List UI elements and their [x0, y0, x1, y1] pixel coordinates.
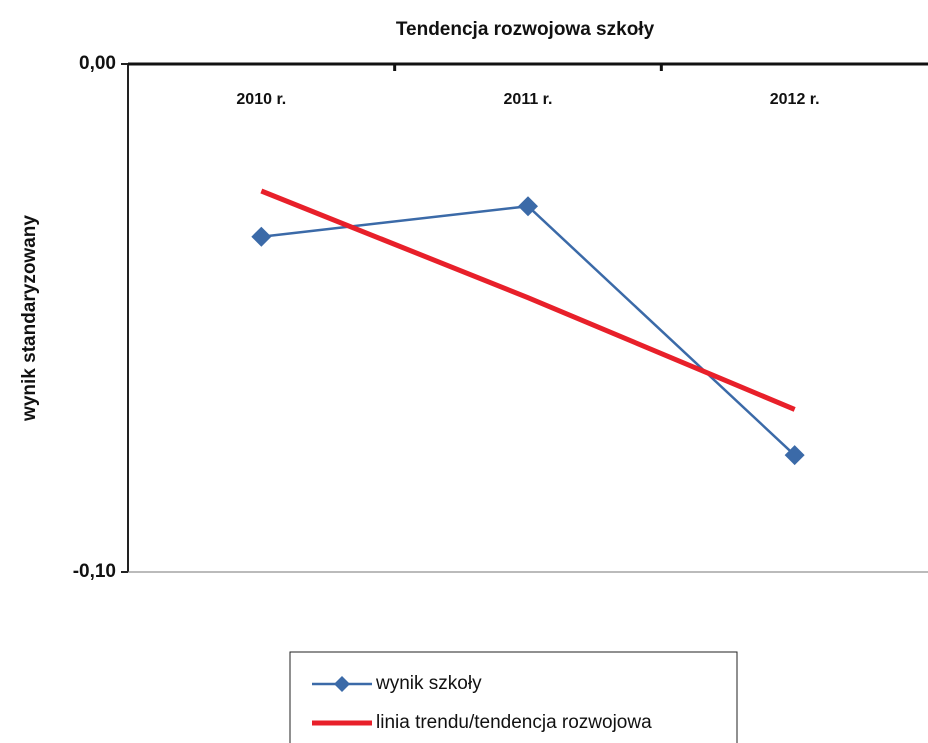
data-marker: [251, 227, 271, 247]
series-line: [261, 191, 794, 409]
y-axis-label: wynik standaryzowany: [19, 215, 40, 422]
y-tick-label: -0,10: [73, 561, 116, 582]
chart: Tendencja rozwojowa szkoły wynik standar…: [0, 0, 928, 743]
legend-label: wynik szkoły: [375, 673, 482, 694]
x-tick-label: 2010 r.: [236, 91, 286, 108]
y-tick-label: 0,00: [79, 53, 116, 74]
x-tick-label: 2011 r.: [504, 91, 553, 108]
chart-title: Tendencja rozwojowa szkoły: [396, 19, 655, 40]
x-tick-label: 2012 r.: [770, 91, 820, 108]
series-line: [261, 206, 794, 455]
legend-label: linia trendu/tendencja rozwojowa: [376, 712, 652, 733]
